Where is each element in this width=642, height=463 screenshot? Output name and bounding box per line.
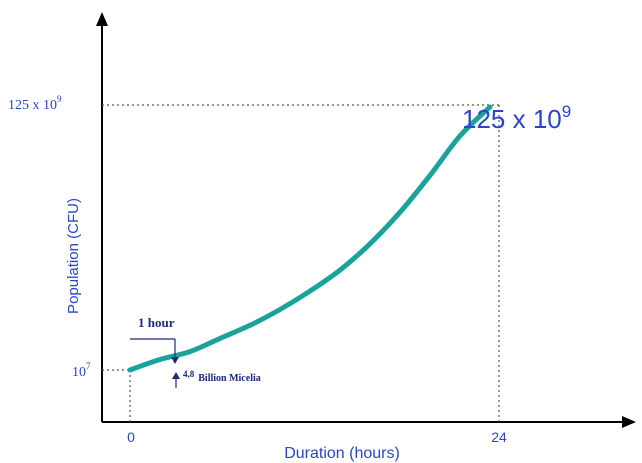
y-axis-arrow — [96, 12, 108, 26]
big-value-base: 125 x 10 — [462, 104, 562, 134]
y-tick-bottom-base: 10 — [72, 365, 86, 380]
y-tick-top-exp: 9 — [57, 94, 62, 104]
big-value-exp: 9 — [562, 102, 571, 121]
y-tick-top-base: 125 x 10 — [8, 98, 57, 113]
y-tick-bottom-exp: 7 — [86, 361, 91, 371]
x-tick-24: 24 — [491, 429, 507, 445]
x-tick-0: 0 — [127, 429, 135, 445]
x-axis-arrow — [622, 416, 636, 428]
y-tick-bottom: 107 — [72, 361, 91, 380]
increase-arrowhead — [172, 372, 180, 379]
increase-text: Billion Micelia — [198, 373, 261, 384]
interval-arrowhead — [171, 357, 179, 364]
growth-curve — [127, 104, 493, 373]
y-tick-top: 125 x 109 — [8, 94, 62, 113]
x-axis-label: Duration (hours) — [284, 445, 400, 462]
big-value-label: 125 x 109 — [462, 102, 571, 134]
increase-label: 4,8 Billion Micelia — [183, 369, 261, 384]
interval-label: 1 hour — [138, 315, 175, 330]
increase-base: 4,8 — [183, 369, 195, 379]
y-axis-label: Population (CFU) — [65, 198, 82, 314]
